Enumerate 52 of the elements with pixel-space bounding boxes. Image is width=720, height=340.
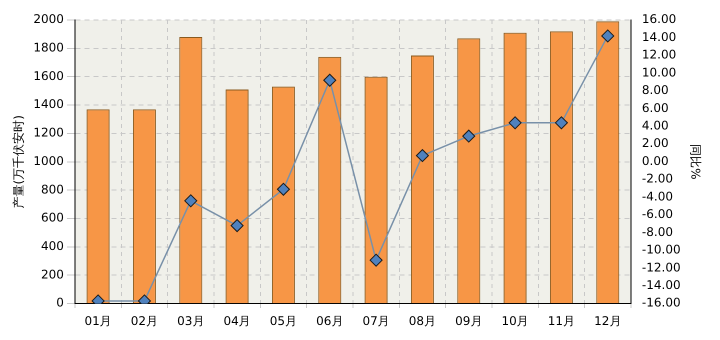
- x-tick-label: 04月: [223, 314, 251, 328]
- y2-tick-label: 14.00: [642, 30, 676, 44]
- y2-tick-label: 12.00: [642, 48, 676, 62]
- y2-tick-label: 6.00: [642, 100, 669, 115]
- x-tick-label: 05月: [270, 314, 298, 328]
- y2-tick-label: 4.00: [642, 118, 669, 132]
- y2-tick-label: -16.00: [642, 296, 681, 310]
- point: [184, 194, 198, 208]
- point: [416, 149, 429, 162]
- y-tick-label: 1000: [33, 154, 64, 168]
- y-tick-label: 1400: [33, 97, 64, 112]
- x-tick-label: 07月: [362, 314, 390, 328]
- x-tick-label: 12月: [594, 314, 622, 328]
- y2-tick-label: 16.00: [642, 12, 676, 26]
- y-tick-label: 1200: [33, 126, 64, 140]
- point: [230, 219, 244, 232]
- point: [276, 182, 290, 196]
- point: [508, 116, 522, 130]
- y-tick-label: 2000: [33, 12, 64, 26]
- y-tick-label: 600: [41, 210, 64, 225]
- y-tick-label: 800: [41, 182, 64, 196]
- y-axis-title: 产量(万千伏安时): [11, 115, 26, 208]
- y2-axis-title: 同比%: [688, 144, 703, 180]
- x-tick-label: 01月: [84, 314, 112, 328]
- point: [601, 29, 614, 42]
- x-tick-label: 10月: [501, 314, 529, 328]
- x-tick-label: 06月: [316, 314, 344, 328]
- y2-tick-label: 0.00: [642, 154, 669, 168]
- y2-tick-label: -6.00: [642, 207, 673, 222]
- y-tick-label: 1600: [33, 68, 64, 83]
- y2-tick-label: -8.00: [642, 224, 673, 239]
- point: [370, 254, 383, 267]
- y2-tick-label: 2.00: [642, 136, 669, 150]
- y2-tick-label: -12.00: [642, 260, 681, 274]
- point: [462, 130, 476, 143]
- y2-tick-label: -2.00: [642, 172, 673, 186]
- y-tick-label: 0: [56, 296, 64, 310]
- y-tick-label: 200: [41, 267, 64, 282]
- y2-tick-label: 8.00: [642, 83, 669, 98]
- x-tick-label: 08月: [408, 314, 436, 328]
- point: [554, 116, 568, 130]
- y2-tick-label: -14.00: [642, 278, 681, 292]
- x-tick-label: 09月: [455, 314, 482, 328]
- y2-tick-label: -4.00: [642, 189, 673, 204]
- y-tick-label: 1800: [33, 40, 64, 54]
- x-tick-label: 02月: [130, 314, 158, 328]
- y2-tick-label: 10.00: [642, 65, 676, 80]
- point: [323, 74, 336, 87]
- x-tick-label: 03月: [177, 314, 204, 328]
- x-tick-label: 11月: [548, 314, 576, 328]
- y2-tick-label: -10.00: [642, 242, 681, 257]
- y-tick-label: 400: [41, 239, 64, 254]
